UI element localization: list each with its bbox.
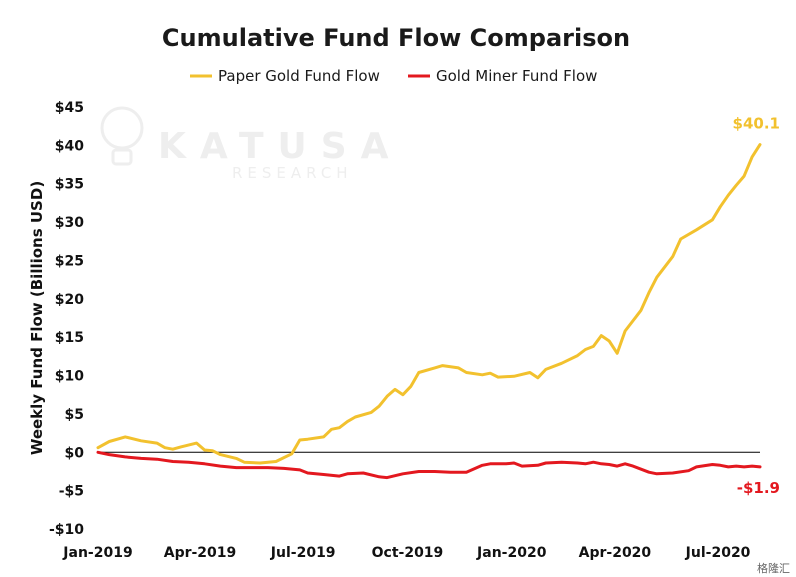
y-tick-label: -$10	[49, 522, 84, 538]
series-line-1	[96, 143, 762, 465]
x-tick-label: Apr-2020	[579, 545, 652, 561]
watermark-bulb-base	[111, 148, 133, 166]
x-tick-label: Jan-2020	[476, 545, 547, 561]
series-line-2	[96, 450, 762, 480]
series-layer	[96, 143, 762, 480]
y-tick-label: -$5	[59, 484, 84, 500]
y-tick-label: $45	[55, 100, 84, 116]
chart-title: Cumulative Fund Flow Comparison	[162, 24, 630, 52]
x-axis: Jan-2019 Apr-2019 Jul-2019 Oct-2019 Jan-2020…	[62, 545, 750, 561]
legend: Paper Gold Fund Flow Gold Miner Fund Flow	[190, 67, 597, 85]
watermark: KATUSA RESEARCH	[100, 106, 403, 182]
watermark-text: KATUSA	[158, 126, 403, 167]
x-tick-label: Jan-2019	[62, 545, 132, 561]
y-tick-label: $10	[55, 369, 84, 385]
end-labels: $40.1 -$1.9	[733, 115, 780, 497]
y-tick-label: $25	[55, 253, 84, 269]
y-axis-label: Weekly Fund Flow (Billions USD)	[28, 181, 46, 455]
corner-watermark: 格隆汇	[757, 561, 790, 575]
x-tick-label: Jul-2019	[270, 545, 336, 561]
series-end-label-2: -$1.9	[737, 479, 780, 497]
x-tick-label: Apr-2019	[164, 545, 237, 561]
y-tick-label: $35	[55, 177, 84, 193]
legend-label-1: Paper Gold Fund Flow	[218, 67, 380, 85]
y-tick-label: $0	[65, 445, 85, 461]
watermark-bulb-icon	[100, 106, 144, 150]
y-tick-label: $40	[55, 138, 84, 154]
y-axis: $45 $40 $35 $30 $25 $20 $15 $10 $5 $0 -$5 -$10	[49, 100, 84, 538]
legend-label-2: Gold Miner Fund Flow	[436, 67, 597, 85]
watermark-subtext: RESEARCH	[232, 164, 353, 182]
x-tick-label: Oct-2019	[372, 545, 444, 561]
y-tick-label: $5	[65, 407, 84, 423]
x-tick-label: Jul-2020	[685, 545, 751, 561]
y-tick-label: $30	[55, 215, 84, 231]
y-tick-label: $20	[55, 292, 84, 308]
y-tick-label: $15	[55, 330, 84, 346]
series-end-label-1: $40.1	[733, 115, 780, 133]
